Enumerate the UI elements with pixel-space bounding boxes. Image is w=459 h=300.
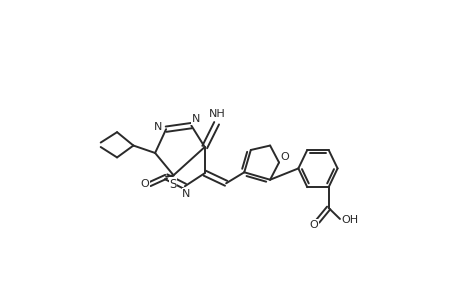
- Text: O: O: [140, 179, 149, 189]
- Text: N: N: [182, 189, 190, 199]
- Text: OH: OH: [341, 214, 358, 224]
- Text: S: S: [169, 178, 176, 191]
- Text: N: N: [153, 122, 162, 132]
- Text: O: O: [309, 220, 318, 230]
- Text: O: O: [280, 152, 289, 161]
- Text: NH: NH: [208, 109, 225, 119]
- Text: N: N: [191, 114, 200, 124]
